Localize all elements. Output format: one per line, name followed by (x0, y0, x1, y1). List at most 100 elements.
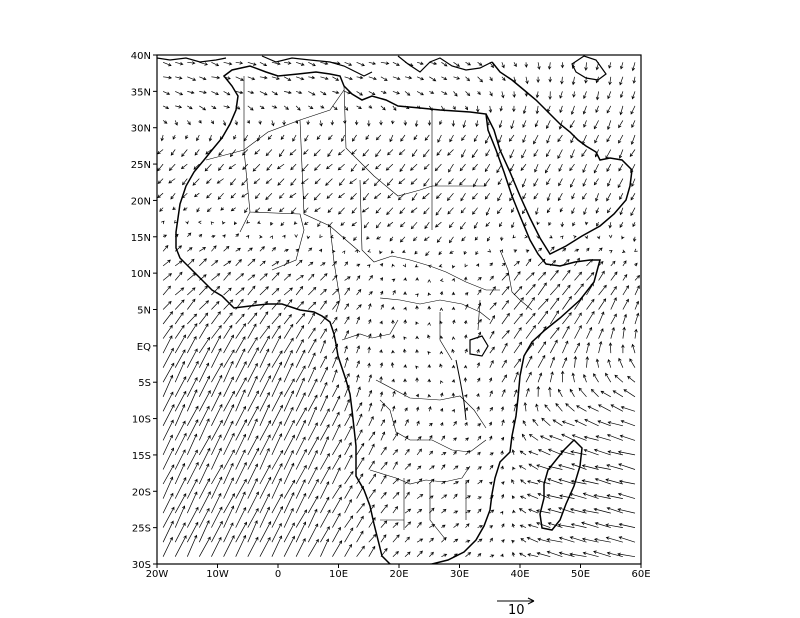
wind-vector (476, 105, 480, 113)
wind-vector (513, 341, 523, 354)
wind-vector (416, 465, 422, 470)
wind-vector (513, 358, 522, 368)
wind-vector (247, 478, 258, 499)
wind-vector (308, 327, 316, 339)
wind-vector (271, 325, 281, 339)
wind-vector (489, 286, 496, 296)
wind-vector (379, 349, 383, 354)
wind-vector (392, 506, 399, 514)
wind-vector (222, 220, 226, 225)
wind-vector (549, 356, 555, 368)
wind-vector (497, 193, 503, 202)
wind-vector (582, 492, 599, 499)
wind-vector (259, 61, 268, 67)
wind-vector (477, 377, 481, 383)
wind-vector (555, 402, 563, 412)
wind-vector (465, 523, 470, 528)
wind-vector (259, 325, 270, 339)
wind-vector (308, 301, 317, 310)
wind-vector (549, 434, 563, 441)
wind-vector (438, 264, 443, 268)
wind-vector (422, 149, 430, 158)
wind-vector (537, 247, 543, 252)
wind-vector (461, 236, 466, 242)
wind-vector (326, 163, 333, 170)
wind-vector (330, 120, 335, 126)
wind-vector (525, 272, 535, 281)
wind-vector (223, 105, 231, 109)
wind-vector (476, 405, 480, 412)
wind-vector (162, 520, 174, 543)
wind-vector (368, 460, 375, 470)
wind-vector (344, 287, 350, 296)
wind-vector (547, 62, 552, 70)
wind-vector (606, 120, 612, 130)
wind-vector (320, 328, 327, 339)
wind-vector (198, 323, 209, 339)
wind-vector (271, 420, 282, 441)
wind-vector (356, 456, 365, 470)
wind-vector (489, 481, 493, 486)
wind-vector (587, 405, 599, 412)
wind-vector (423, 178, 430, 187)
wind-vector (605, 372, 612, 383)
wind-vector (235, 521, 247, 543)
wind-vector (391, 319, 395, 324)
wind-vector (174, 535, 187, 557)
wind-vector (404, 448, 410, 456)
wind-vector (271, 361, 283, 383)
wind-vector (489, 302, 497, 310)
wind-vector (228, 163, 236, 170)
wind-vector (198, 405, 210, 426)
wind-vector (174, 287, 185, 296)
wind-vector (223, 287, 232, 296)
wind-vector (451, 348, 455, 354)
wind-vector (476, 393, 480, 397)
wind-vector (582, 508, 599, 514)
europe-coastline (157, 55, 607, 81)
wind-vector (547, 508, 563, 514)
wind-vector (344, 373, 350, 383)
wind-vector (484, 192, 491, 200)
wind-vector (399, 207, 406, 215)
lat-tick-label: 20S (132, 487, 151, 498)
wind-vector (522, 105, 527, 115)
wind-vector (477, 289, 482, 296)
wind-vector (338, 178, 345, 186)
wind-vector (499, 249, 504, 253)
wind-vector (596, 222, 600, 227)
wind-vector (560, 370, 565, 383)
wind-vector (368, 303, 372, 310)
wind-vector (498, 120, 503, 129)
lat-tick-label: 10N (131, 269, 151, 280)
wind-vector (586, 326, 593, 339)
wind-vector (451, 392, 456, 397)
wind-vector (265, 178, 273, 184)
wind-vector (429, 422, 433, 427)
wind-vector (453, 450, 457, 456)
wind-vector (404, 491, 410, 499)
wind-vector (332, 395, 341, 412)
wind-vector (380, 461, 388, 470)
wind-vector (295, 479, 306, 499)
wind-vector (496, 207, 503, 215)
wind-vector (404, 536, 410, 543)
wind-vector (174, 324, 185, 339)
wind-vector (271, 449, 284, 470)
wind-vector (520, 538, 527, 543)
wind-vector (598, 298, 607, 310)
wind-vector (235, 287, 245, 296)
wind-vector (544, 404, 551, 412)
wind-vector (562, 340, 569, 354)
wind-vector (295, 377, 305, 397)
wind-vector (449, 134, 454, 143)
wind-vector (271, 433, 283, 456)
wind-vector (174, 493, 187, 514)
wind-vector (206, 192, 212, 199)
wind-vector (259, 286, 269, 296)
axis-ticks-and-labels: 40N 35N 30N 25N 20N 15N 10N 5N EQ 5S 10S 15S 20S 25S 3… (131, 51, 651, 580)
wind-vector (536, 385, 541, 397)
wind-vector (332, 411, 340, 426)
wind-vector (511, 479, 515, 485)
wind-vector (410, 178, 418, 185)
